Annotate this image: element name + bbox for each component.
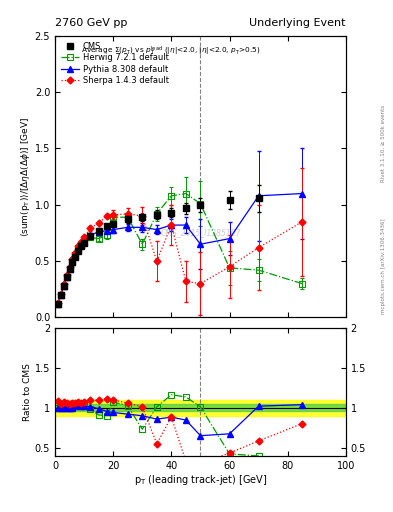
- X-axis label: p$_\mathrm{T}$ (leading track-jet) [GeV]: p$_\mathrm{T}$ (leading track-jet) [GeV]: [134, 473, 267, 487]
- Text: Average $\Sigma(p_\mathrm{T})$ vs $p_\mathrm{T}^\mathrm{lead}$ ($|\eta|$<2.0, $|: Average $\Sigma(p_\mathrm{T})$ vs $p_\ma…: [81, 45, 261, 57]
- Text: mcplots.cern.ch [arXiv:1306.3436]: mcplots.cern.ch [arXiv:1306.3436]: [381, 219, 386, 314]
- Text: Underlying Event: Underlying Event: [249, 18, 346, 28]
- Text: 2760 GeV pp: 2760 GeV pp: [55, 18, 127, 28]
- Y-axis label: Ratio to CMS: Ratio to CMS: [23, 362, 32, 421]
- Text: Rivet 3.1.10, ≥ 500k events: Rivet 3.1.10, ≥ 500k events: [381, 105, 386, 182]
- Text: CMS_2015_I1385107: CMS_2015_I1385107: [160, 228, 241, 238]
- Bar: [55, 400, 346, 416]
- Legend: CMS, Herwig 7.2.1 default, Pythia 8.308 default, Sherpa 1.4.3 default: CMS, Herwig 7.2.1 default, Pythia 8.308 …: [59, 40, 170, 87]
- Bar: [55, 404, 346, 411]
- Y-axis label: $\langle$sum(p$_\mathregular{T}$)$\rangle$/$[\Delta\eta\Delta(\Delta\phi)]$ [GeV: $\langle$sum(p$_\mathregular{T}$)$\rangl…: [19, 117, 32, 237]
